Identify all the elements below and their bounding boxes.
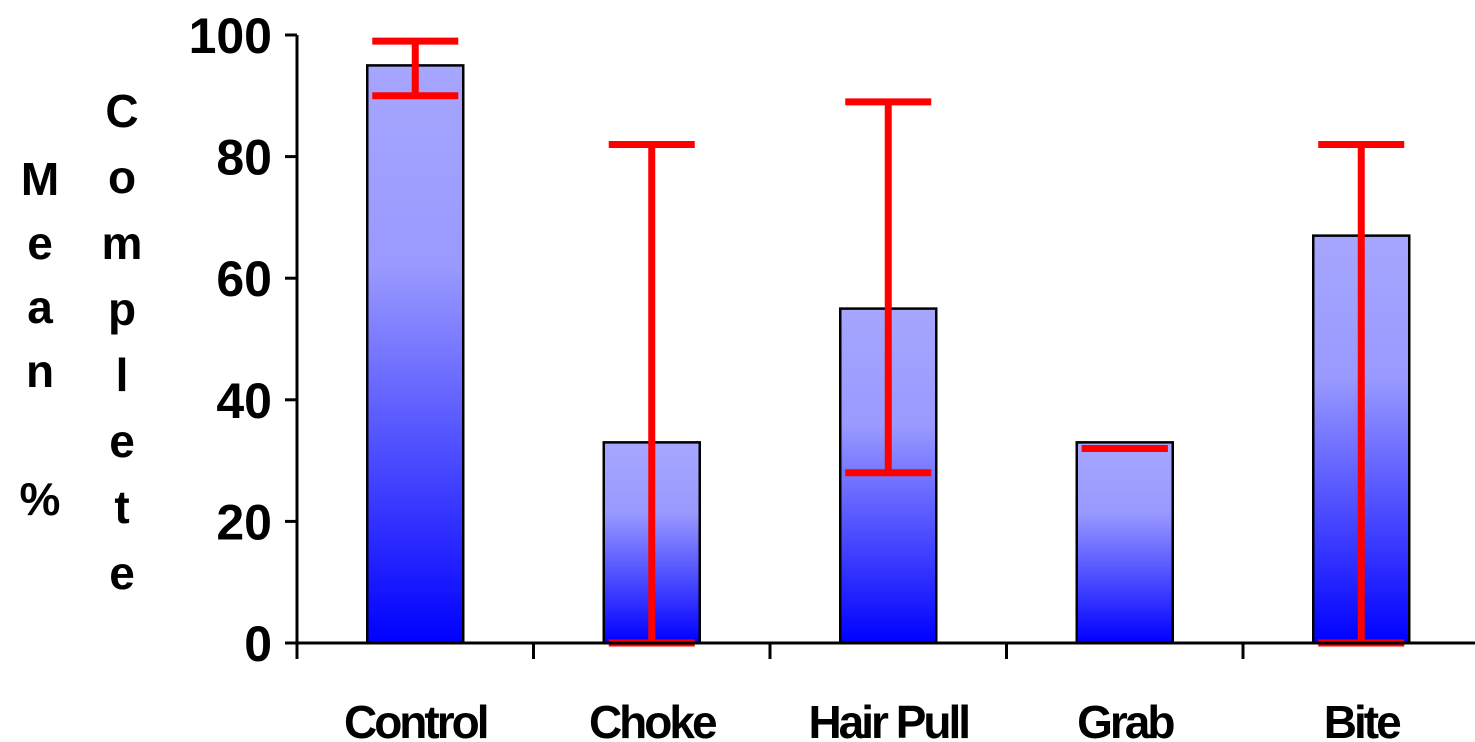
y-label-char: e <box>109 415 135 467</box>
axes <box>295 35 1475 659</box>
x-tick-label-control: Control <box>344 696 487 742</box>
x-tick-label-bite: Bite <box>1324 696 1401 742</box>
y-label-char: M <box>21 153 59 205</box>
x-tick-label-grab: Grab <box>1077 696 1174 742</box>
y-label-char: e <box>109 547 135 599</box>
bar-grab <box>1075 441 1174 645</box>
y-label-char: m <box>102 217 143 269</box>
y-tick-label-0: 0 <box>244 616 272 672</box>
y-label-char: n <box>26 345 54 397</box>
y-label-char: t <box>114 481 129 533</box>
y-label-char: o <box>108 151 136 203</box>
y-tick-label-100: 100 <box>189 8 272 64</box>
y-label-char: e <box>27 217 53 269</box>
y-label-char: p <box>108 283 136 335</box>
bar-control <box>366 64 465 645</box>
x-axis-labels: Control Choke Hair Pull Grab Bite <box>344 696 1404 742</box>
x-tick-label-hair-pull: Hair Pull <box>808 696 968 742</box>
y-axis-ticks: 0 20 40 60 80 100 <box>189 8 297 672</box>
y-tick-label-20: 20 <box>216 494 272 550</box>
y-label-char: l <box>116 349 129 401</box>
x-tick-label-choke: Choke <box>589 696 717 742</box>
y-label-char: % <box>20 473 61 525</box>
y-tick-label-60: 60 <box>216 251 272 307</box>
y-tick-label-80: 80 <box>216 130 272 186</box>
y-label-char: C <box>105 85 138 137</box>
y-label-char: a <box>27 281 53 333</box>
y-tick-label-40: 40 <box>216 373 272 429</box>
